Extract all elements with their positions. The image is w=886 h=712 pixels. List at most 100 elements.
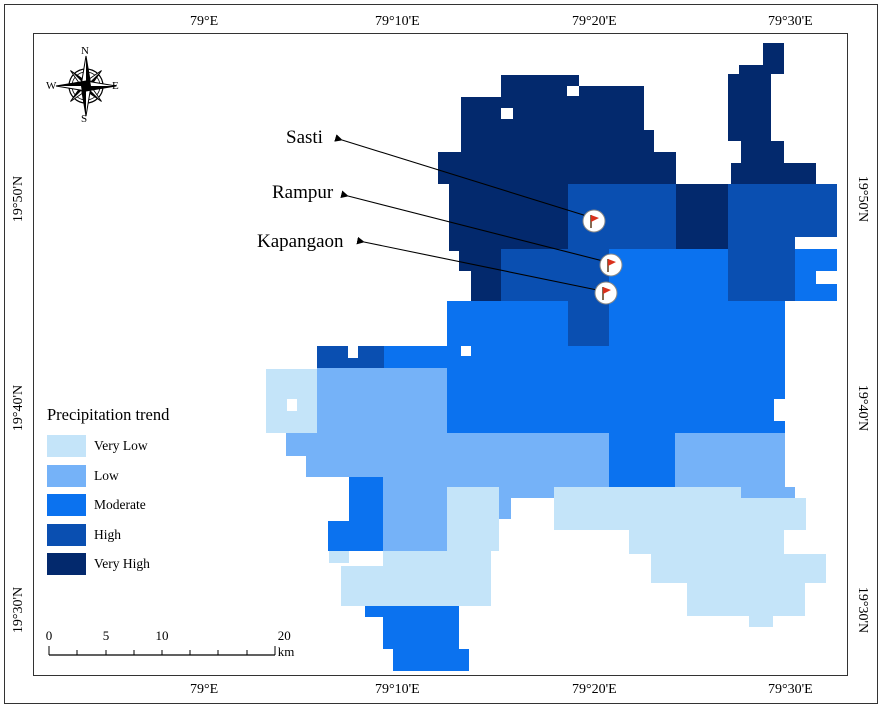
raster-gap	[774, 399, 785, 421]
callout-arrow-sasti	[334, 134, 591, 218]
lon-label-bottom: 79°10'E	[375, 682, 420, 697]
raster-cell	[731, 163, 816, 184]
raster-cell	[447, 390, 785, 433]
red-flag-icon[interactable]	[599, 253, 623, 277]
raster-cell	[499, 498, 511, 519]
lon-label-bottom: 79°30'E	[768, 682, 813, 697]
scale-bar: 0 5 10 20 km	[45, 628, 295, 660]
raster-cell	[741, 487, 795, 498]
compass-north-label: N	[81, 45, 89, 57]
compass-rose-icon: N S E W	[46, 45, 124, 125]
precipitation-trend-raster	[266, 43, 837, 671]
raster-cell	[383, 487, 447, 551]
raster-cell	[687, 583, 805, 616]
legend-title: Precipitation trend	[47, 405, 170, 424]
scale-bar-ruler	[48, 646, 276, 656]
raster-cell	[306, 456, 328, 477]
lon-label-top: 79°E	[190, 14, 219, 29]
raster-cell	[471, 271, 501, 301]
raster-cell	[459, 251, 501, 271]
raster-cell	[499, 487, 554, 498]
red-flag-icon[interactable]	[594, 281, 618, 305]
raster-cell	[447, 301, 568, 346]
raster-cell	[728, 237, 795, 301]
compass-east-label: E	[112, 80, 119, 92]
raster-cell	[728, 184, 837, 237]
raster-cell	[739, 65, 771, 74]
raster-cell	[317, 368, 447, 433]
legend: Precipitation trend Very Low Low Moderat…	[47, 405, 169, 583]
raster-cell	[365, 606, 384, 617]
raster-cell	[763, 43, 784, 74]
raster-cell	[447, 487, 499, 551]
raster-cell	[609, 249, 728, 301]
raster-cell	[384, 346, 469, 368]
place-label-rampur: Rampur	[272, 182, 334, 203]
raster-cell	[447, 346, 785, 390]
legend-label: Moderate	[94, 497, 146, 513]
scale-label: 0	[45, 628, 53, 643]
legend-label: Very High	[94, 556, 150, 572]
raster-cell	[393, 649, 469, 671]
place-label-sasti: Sasti	[286, 127, 323, 148]
legend-label: High	[94, 526, 121, 542]
legend-item-very-high: Very High	[47, 553, 169, 576]
legend-item-moderate: Moderate	[47, 494, 169, 517]
raster-gap	[501, 108, 513, 119]
raster-cell	[383, 606, 459, 649]
lon-label-top: 79°30'E	[768, 14, 813, 29]
raster-gap	[567, 86, 579, 96]
legend-swatch	[47, 435, 86, 457]
map-frame	[4, 4, 878, 704]
raster-cell	[383, 551, 491, 606]
map-area[interactable]	[33, 33, 848, 676]
raster-cell	[651, 554, 826, 583]
legend-swatch	[47, 523, 86, 546]
scale-label: 5	[102, 628, 110, 643]
raster-gap	[461, 346, 471, 356]
raster-cell	[286, 433, 317, 456]
raster-cell	[554, 498, 806, 530]
lon-label-top: 79°10'E	[375, 14, 420, 29]
scale-label: 10	[155, 628, 169, 643]
raster-cell	[328, 521, 384, 551]
red-flag-icon[interactable]	[582, 209, 606, 233]
compass-south-label: S	[81, 113, 88, 125]
lon-label-bottom: 79°20'E	[572, 682, 617, 697]
place-label-kapangaon: Kapangaon	[257, 231, 344, 252]
raster-gap	[287, 399, 297, 411]
raster-cell	[728, 74, 771, 141]
raster-cell	[629, 530, 784, 554]
lon-label-bottom: 79°E	[190, 682, 219, 697]
raster-cell	[461, 97, 644, 130]
raster-cell	[609, 433, 675, 487]
raster-cell	[675, 433, 785, 487]
raster-cell	[383, 433, 609, 487]
raster-cell	[341, 566, 383, 606]
scale-label: 20 km	[277, 628, 295, 659]
legend-item-high: High	[47, 523, 169, 546]
raster-gap	[816, 271, 837, 284]
raster-cell	[554, 487, 741, 498]
callout-arrow-rampur	[340, 190, 608, 263]
legend-label: Low	[94, 467, 119, 483]
raster-cell	[749, 616, 773, 627]
compass-west-label: W	[46, 80, 57, 92]
raster-cell	[609, 301, 785, 346]
legend-swatch	[47, 494, 86, 517]
lon-label-top: 79°20'E	[572, 14, 617, 29]
legend-label: Very Low	[94, 438, 148, 453]
raster-cell	[329, 551, 349, 563]
legend-item-low: Low	[47, 464, 169, 487]
raster-cell	[461, 130, 654, 152]
legend-item-very-low: Very Low	[47, 435, 169, 457]
legend-swatch	[47, 553, 86, 576]
callout-arrow-kapangaon	[356, 236, 603, 292]
raster-cell	[741, 141, 784, 163]
raster-gap	[348, 346, 358, 358]
legend-swatch	[47, 464, 86, 487]
raster-cell	[438, 152, 676, 184]
raster-cell	[676, 184, 728, 249]
raster-cell	[449, 206, 568, 251]
